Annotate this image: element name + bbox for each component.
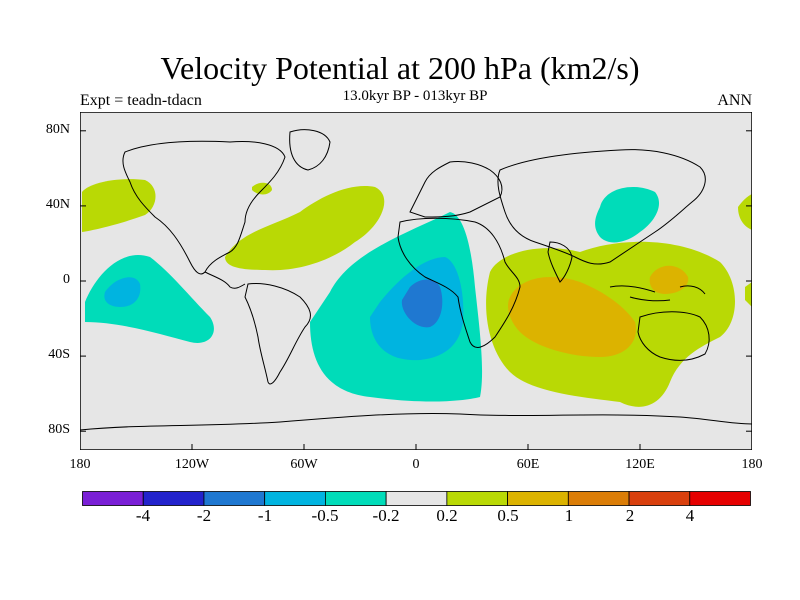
contour-green-northpacific: [82, 179, 156, 232]
colorbar-box: [142, 491, 205, 506]
lat-label-0: 0: [63, 272, 70, 287]
lon-label-0: 0: [412, 457, 420, 472]
coast-india: [547, 241, 573, 283]
coast-north-america: [122, 140, 286, 275]
colorbar: [82, 491, 751, 506]
colorbar-label: 0.2: [436, 506, 458, 525]
contour-blue-atlantic: [401, 279, 443, 328]
lon-label-120w: 120W: [174, 457, 210, 472]
contour-fills: [82, 179, 752, 407]
colorbar-box: [203, 491, 266, 506]
lon-label-120e: 120E: [625, 457, 655, 472]
lat-label-40s: 40S: [48, 347, 70, 362]
colorbar-box: [507, 491, 569, 506]
contour-green-northamerica: [225, 186, 385, 271]
colorbar-label: -1: [257, 506, 273, 525]
coast-africa: [397, 217, 521, 348]
colorbar-box: [689, 491, 751, 506]
coastlines: [80, 129, 752, 431]
contour-green-greenland: [252, 182, 272, 195]
coast-europe: [409, 161, 503, 218]
colorbar-box: [567, 491, 630, 506]
lat-label-80n: 80N: [45, 122, 70, 137]
contour-green-eastedge: [738, 194, 752, 230]
colorbar-label: -0.5: [311, 506, 339, 525]
colorbar-box: [385, 491, 448, 506]
lon-label-180w: 180: [69, 457, 91, 472]
coast-maritime: [609, 285, 706, 302]
contour-green-eastedge2: [745, 282, 752, 307]
coast-antarctica: [80, 413, 752, 431]
experiment-label: Expt = teadn-tdacn: [80, 92, 202, 109]
colorbar-label: -2: [196, 506, 212, 525]
colorbar-label: 2: [625, 506, 635, 525]
lat-label-40n: 40N: [45, 197, 70, 212]
lon-label-60e: 60E: [516, 457, 540, 472]
colorbar-label: 1: [564, 506, 574, 525]
contour-cyan-eastasia: [595, 187, 660, 243]
coast-south-america: [244, 283, 311, 385]
colorbar-label: 4: [685, 506, 695, 525]
season-label: ANN: [717, 92, 752, 109]
colorbar-label: 0.5: [497, 506, 519, 525]
coast-australia: [637, 311, 710, 361]
colorbar-box: [264, 491, 326, 506]
tick-marks: [80, 130, 752, 450]
lon-label-60w: 60W: [290, 457, 318, 472]
contour-orange-maritime: [649, 265, 689, 294]
lon-label-180e: 180: [741, 457, 763, 472]
coast-greenland: [289, 129, 331, 171]
coast-central-america: [204, 271, 246, 289]
contour-cyan-pacific: [85, 255, 214, 343]
colorbar-label: -4: [135, 506, 151, 525]
map-panel: [80, 112, 752, 450]
colorbar-box: [628, 491, 691, 506]
plot-subtitle: 13.0kyr BP - 013kyr BP: [342, 88, 488, 104]
contour-orange-indian: [508, 277, 636, 357]
lat-label-80s: 80S: [48, 422, 70, 437]
plot-title: Velocity Potential at 200 hPa (km2/s): [160, 50, 640, 86]
colorbar-box: [446, 491, 508, 506]
colorbar-label: -0.2: [372, 506, 400, 525]
coast-asia: [497, 149, 706, 265]
colorbar-box: [82, 491, 144, 506]
contour-lightblue-pacific: [104, 277, 141, 307]
colorbar-box: [325, 491, 387, 506]
